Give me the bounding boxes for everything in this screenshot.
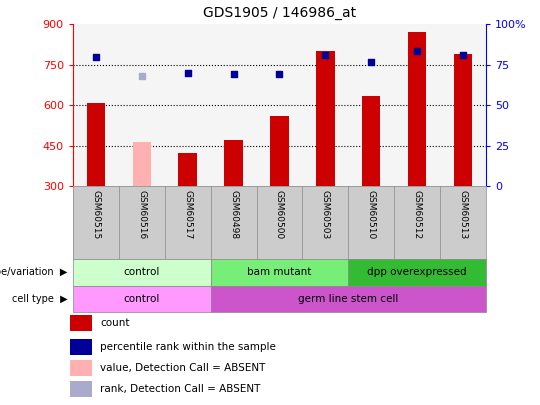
Point xyxy=(367,59,376,65)
Text: GSM60503: GSM60503 xyxy=(321,190,330,239)
Text: GSM60512: GSM60512 xyxy=(413,190,422,239)
Text: GSM60500: GSM60500 xyxy=(275,190,284,239)
Point xyxy=(413,48,422,55)
Text: control: control xyxy=(124,267,160,277)
Bar xyxy=(454,54,472,186)
Point xyxy=(137,72,146,79)
Bar xyxy=(87,103,105,186)
Bar xyxy=(179,153,197,186)
Text: GSM60517: GSM60517 xyxy=(183,190,192,239)
Bar xyxy=(316,51,335,186)
Bar xyxy=(270,116,288,186)
Bar xyxy=(70,315,92,331)
Text: dpp overexpressed: dpp overexpressed xyxy=(367,267,467,277)
Point xyxy=(92,53,100,60)
Title: GDS1905 / 146986_at: GDS1905 / 146986_at xyxy=(203,6,356,21)
Bar xyxy=(70,339,92,355)
Text: bam mutant: bam mutant xyxy=(247,267,312,277)
Text: percentile rank within the sample: percentile rank within the sample xyxy=(100,341,276,352)
Text: GSM60513: GSM60513 xyxy=(458,190,468,239)
Text: control: control xyxy=(124,294,160,304)
Text: GSM60498: GSM60498 xyxy=(229,190,238,239)
Text: rank, Detection Call = ABSENT: rank, Detection Call = ABSENT xyxy=(100,384,260,394)
Bar xyxy=(211,286,486,312)
Bar xyxy=(225,141,243,186)
Point xyxy=(275,71,284,77)
Text: count: count xyxy=(100,318,130,328)
Bar xyxy=(73,286,211,312)
Bar xyxy=(408,32,427,186)
Point xyxy=(184,70,192,76)
Bar xyxy=(70,360,92,376)
Text: GSM60510: GSM60510 xyxy=(367,190,376,239)
Text: cell type  ▶: cell type ▶ xyxy=(12,294,68,304)
Text: value, Detection Call = ABSENT: value, Detection Call = ABSENT xyxy=(100,363,265,373)
Point xyxy=(321,52,329,59)
Text: GSM60516: GSM60516 xyxy=(137,190,146,239)
Bar xyxy=(73,259,211,286)
Bar xyxy=(362,96,380,186)
Text: genotype/variation  ▶: genotype/variation ▶ xyxy=(0,267,68,277)
Text: GSM60515: GSM60515 xyxy=(91,190,100,239)
Bar xyxy=(133,142,151,186)
Bar xyxy=(70,382,92,397)
Bar xyxy=(348,259,486,286)
Bar xyxy=(211,259,348,286)
Point xyxy=(230,71,238,77)
Text: germ line stem cell: germ line stem cell xyxy=(298,294,399,304)
Point xyxy=(459,52,468,59)
